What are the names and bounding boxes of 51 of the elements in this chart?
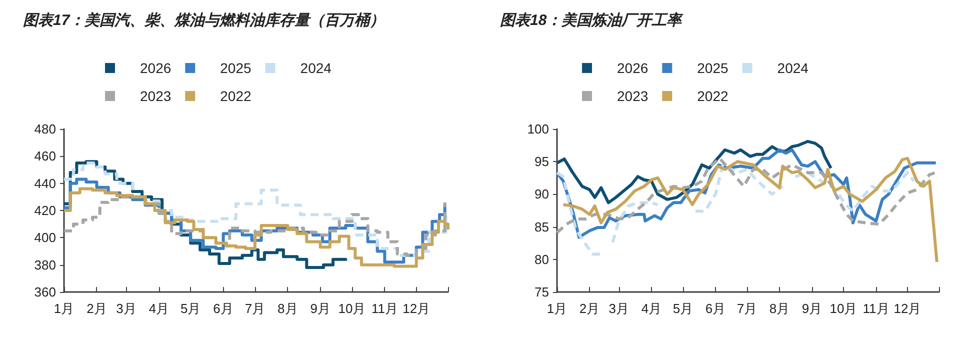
legend-label: 2026 (617, 60, 648, 76)
y-tick-label: 400 (34, 230, 56, 246)
x-tick-label: 5月 (180, 301, 201, 316)
legend-label: 2024 (300, 60, 332, 76)
x-tick-label: 1月 (546, 301, 568, 316)
y-tick-label: 480 (34, 122, 56, 136)
x-tick-label: 4月 (641, 301, 662, 316)
legend-label: 2025 (220, 60, 252, 76)
x-tick-label: 2月 (579, 301, 600, 316)
x-tick-label: 7月 (736, 301, 758, 316)
x-tick-label: 9月 (802, 301, 822, 316)
y-tick-label: 440 (34, 176, 56, 191)
x-tick-label: 4月 (148, 301, 170, 316)
x-tick-label: 3月 (608, 301, 630, 316)
y-tick-label: 90 (534, 186, 549, 202)
x-tick-label: 10月 (338, 301, 366, 316)
y-tick-label: 460 (34, 148, 56, 164)
legend-label: 2022 (697, 88, 729, 104)
x-tick-label: 6月 (213, 301, 234, 316)
x-tick-label: 3月 (116, 301, 136, 316)
y-tick-label: 75 (534, 284, 549, 300)
legend-label: 2023 (140, 88, 172, 104)
x-tick-label: 12月 (894, 301, 922, 316)
legend-label: 2023 (617, 88, 648, 104)
y-tick-label: 85 (534, 219, 549, 234)
x-tick-label: 2月 (86, 301, 107, 316)
legend-label: 2024 (777, 60, 809, 76)
x-tick-label: 11月 (862, 301, 890, 316)
x-tick-label: 7月 (244, 301, 266, 316)
chart-title: 图表18：美国炼油厂开工率 (500, 11, 684, 29)
x-tick-label: 12月 (402, 301, 430, 316)
x-tick-label: 5月 (672, 301, 694, 316)
x-tick-label: 8月 (769, 301, 790, 316)
x-tick-label: 10月 (830, 301, 858, 316)
chart-title: 图表17：美国汽、柴、煤油与燃料油库存量（百万桶） (23, 11, 385, 29)
legend-label: 2026 (140, 60, 172, 76)
y-tick-label: 360 (34, 284, 56, 300)
x-tick-label: 9月 (310, 301, 330, 316)
legend-label: 2025 (697, 60, 729, 76)
x-tick-label: 8月 (278, 301, 298, 316)
y-tick-label: 80 (534, 252, 549, 267)
y-tick-label: 100 (527, 122, 549, 136)
y-tick-label: 420 (34, 203, 56, 218)
y-tick-label: 380 (34, 257, 56, 272)
line-series (556, 140, 832, 204)
legend-label: 2022 (220, 88, 252, 104)
x-tick-label: 11月 (371, 301, 398, 316)
y-tick-label: 95 (534, 154, 549, 170)
line-series (562, 156, 938, 264)
x-tick-label: 6月 (705, 301, 726, 316)
x-tick-label: 1月 (54, 301, 74, 316)
